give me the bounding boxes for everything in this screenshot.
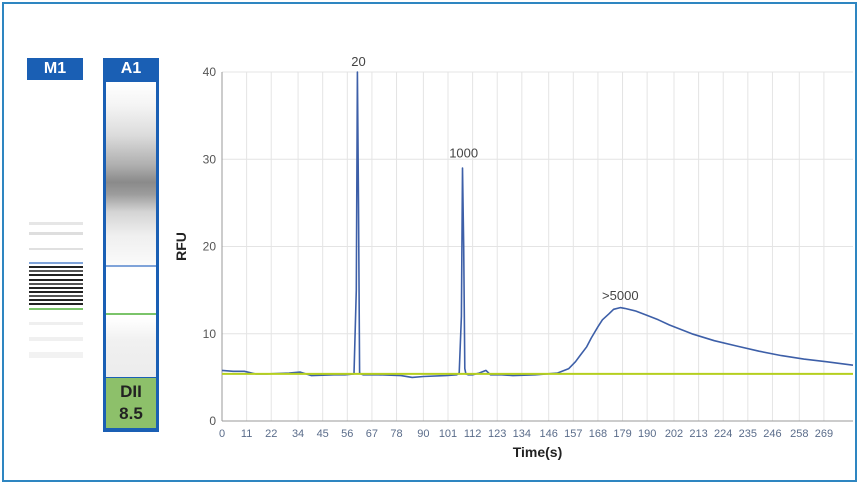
ladder-band — [29, 322, 83, 325]
x-tick-label: 67 — [366, 428, 378, 440]
x-tick-label: 168 — [589, 428, 607, 440]
y-tick-label: 30 — [203, 152, 217, 166]
peak-label: >5000 — [602, 288, 639, 303]
ladder-band — [29, 232, 83, 235]
x-tick-label: 22 — [265, 428, 277, 440]
y-tick-label: 0 — [209, 414, 216, 428]
rfu-trace-line — [221, 71, 854, 379]
ladder-band — [29, 291, 83, 293]
x-tick-label: 157 — [564, 428, 582, 440]
chart-grid — [221, 71, 853, 422]
x-tick-label: 179 — [613, 428, 631, 440]
ladder-band — [29, 352, 83, 358]
x-tick-label: 134 — [513, 428, 531, 440]
x-tick-label: 112 — [464, 428, 482, 440]
x-tick-label: 202 — [665, 428, 683, 440]
x-tick-label: 90 — [417, 428, 429, 440]
y-tick-label: 10 — [203, 327, 217, 341]
x-tick-label: 224 — [714, 428, 732, 440]
x-tick-label: 123 — [488, 428, 506, 440]
ladder-band — [29, 262, 83, 264]
x-tick-label: 246 — [763, 428, 781, 440]
sample-lane-header: A1 — [103, 58, 159, 80]
x-tick-label: 101 — [439, 428, 457, 440]
x-axis-title: Time(s) — [513, 444, 563, 460]
ladder-band — [29, 283, 83, 285]
x-tick-label: 213 — [689, 428, 707, 440]
ladder-band — [29, 287, 83, 289]
ladder-band — [29, 270, 83, 272]
ladder-band — [29, 248, 83, 250]
marker-gel-lane — [29, 82, 83, 382]
ladder-band — [29, 337, 83, 341]
dii-label: DII — [120, 382, 142, 401]
ladder-band — [29, 308, 83, 310]
dii-score-box: DII 8.5 — [106, 378, 156, 428]
ladder-band — [29, 279, 83, 281]
sample-lane-frame: DII 8.5 — [103, 80, 159, 432]
x-tick-label: 11 — [241, 428, 252, 440]
x-tick-label: 190 — [638, 428, 656, 440]
peak-label: 1000 — [449, 146, 478, 161]
x-tick-label: 56 — [341, 428, 353, 440]
ladder-band — [29, 295, 83, 297]
x-tick-label: 269 — [815, 428, 833, 440]
dii-value: 8.5 — [119, 404, 143, 423]
x-tick-label: 146 — [540, 428, 558, 440]
ladder-band — [29, 274, 83, 276]
chart-axes: 0 10 20 30 40 0 11 22 34 45 56 67 78 90 101 112 123 134 14… — [203, 65, 853, 440]
x-tick-label: 34 — [292, 428, 304, 440]
chart-series — [221, 71, 854, 379]
sample-gel-lane — [106, 82, 156, 377]
x-tick-label: 258 — [790, 428, 808, 440]
ladder-band — [29, 303, 83, 305]
x-tick-label: 0 — [219, 428, 225, 440]
peak-label: 20 — [351, 54, 365, 69]
gel-band-upper-marker — [106, 265, 156, 267]
y-tick-label: 20 — [203, 240, 217, 254]
gel-band-lower-marker — [106, 313, 156, 315]
ladder-band — [29, 222, 83, 225]
marker-lane-header: M1 — [27, 58, 83, 80]
x-tick-label: 78 — [390, 428, 402, 440]
y-tick-label: 40 — [203, 65, 217, 79]
ladder-band — [29, 299, 83, 301]
x-tick-label: 235 — [739, 428, 757, 440]
x-tick-label: 45 — [317, 428, 329, 440]
y-axis-title: RFU — [173, 232, 189, 261]
ladder-band — [29, 266, 83, 268]
